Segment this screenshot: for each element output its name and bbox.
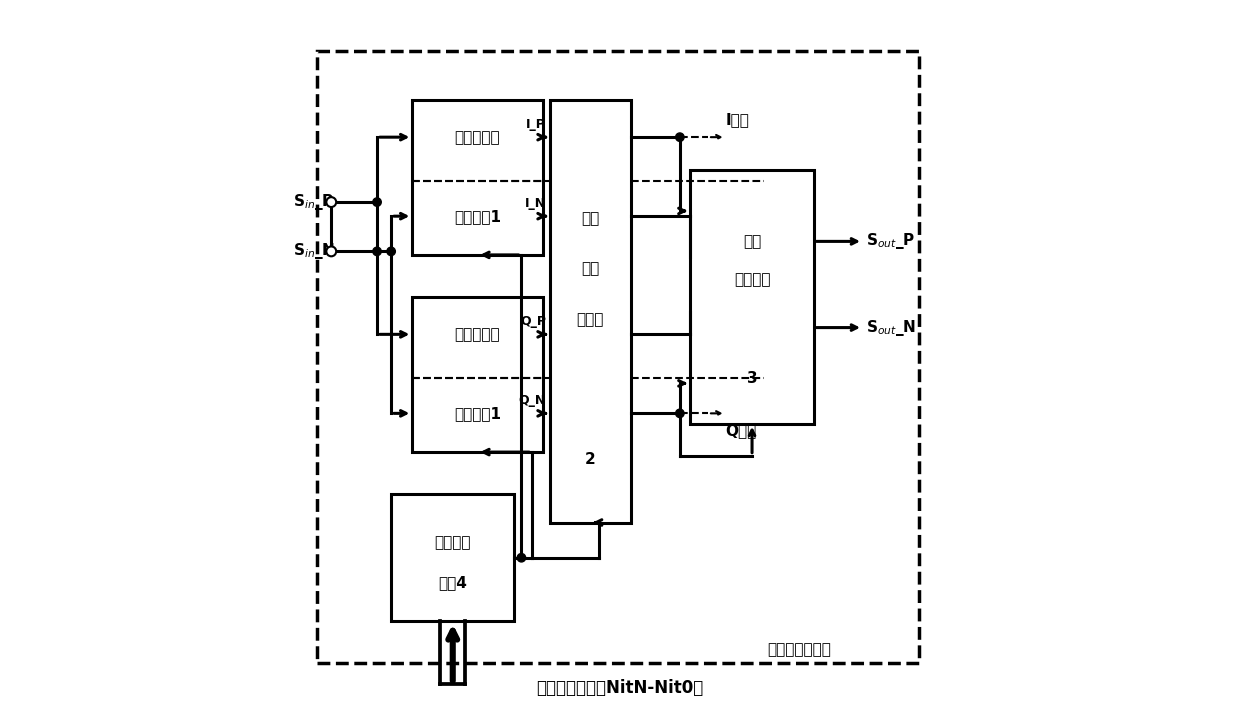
Text: Q支路: Q支路 — [725, 423, 756, 438]
Text: 正交: 正交 — [743, 234, 761, 249]
Text: 三级: 三级 — [582, 211, 599, 226]
Bar — [412, 100, 543, 255]
Circle shape — [517, 554, 526, 562]
Circle shape — [676, 133, 684, 141]
Bar — [549, 100, 631, 522]
Text: I支路: I支路 — [725, 112, 749, 127]
Text: I_N: I_N — [525, 197, 546, 210]
Bar — [317, 51, 919, 663]
Text: 滤波器: 滤波器 — [577, 312, 604, 327]
Text: Q_N: Q_N — [518, 395, 546, 407]
Text: 多相: 多相 — [582, 262, 599, 276]
Bar — [412, 297, 543, 452]
Text: 相位控制: 相位控制 — [434, 535, 471, 550]
Text: 合成电路: 合成电路 — [734, 272, 770, 287]
Text: 2: 2 — [585, 452, 595, 467]
Text: 移相器电路结构: 移相器电路结构 — [768, 642, 831, 657]
Circle shape — [326, 197, 336, 207]
Circle shape — [373, 247, 381, 256]
Text: I_P: I_P — [526, 118, 546, 131]
Text: 益放大器1: 益放大器1 — [454, 209, 501, 223]
Text: 双相可变增: 双相可变增 — [455, 327, 500, 342]
Circle shape — [387, 247, 396, 256]
Text: 3: 3 — [746, 370, 758, 386]
Circle shape — [373, 198, 381, 206]
Circle shape — [326, 247, 336, 257]
Text: S$_{out}$_N: S$_{out}$_N — [867, 317, 916, 337]
Text: 双相可变增: 双相可变增 — [455, 129, 500, 145]
Text: 益放大器1: 益放大器1 — [454, 406, 501, 421]
Text: S$_{in}$_P: S$_{in}$_P — [293, 192, 334, 212]
Text: 电路4: 电路4 — [438, 575, 467, 590]
Bar — [691, 170, 813, 424]
Text: Q_P: Q_P — [520, 315, 546, 328]
Circle shape — [676, 409, 684, 418]
Text: S$_{out}$_P: S$_{out}$_P — [867, 231, 915, 252]
Bar — [391, 494, 515, 621]
Text: S$_{in}$_N: S$_{in}$_N — [293, 241, 335, 262]
Text: 相位控制指令（NitN-Nit0）: 相位控制指令（NitN-Nit0） — [537, 679, 703, 697]
